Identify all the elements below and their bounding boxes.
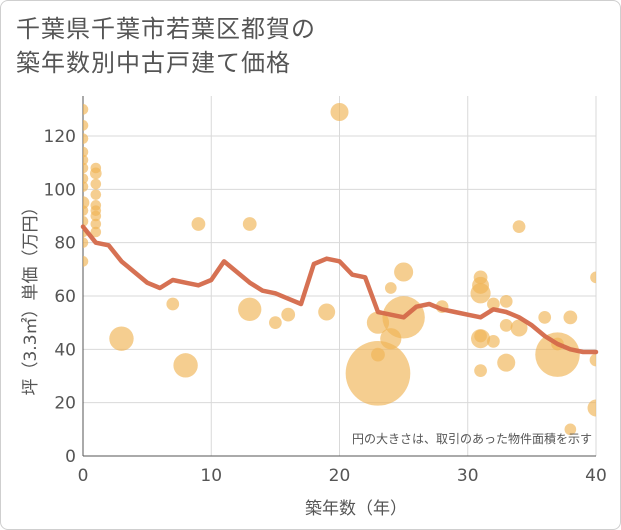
data-point bbox=[90, 178, 102, 190]
trend-line-group bbox=[80, 224, 599, 355]
data-point bbox=[371, 347, 385, 362]
data-point bbox=[90, 210, 102, 222]
data-point bbox=[487, 297, 500, 311]
data-point bbox=[384, 282, 397, 294]
y-axis-label: 坪（3.3㎡）単価（万円） bbox=[21, 198, 41, 395]
data-point bbox=[470, 283, 491, 304]
data-point bbox=[83, 256, 89, 267]
data-point bbox=[564, 423, 577, 436]
x-tick-label: 0 bbox=[78, 466, 89, 486]
data-point bbox=[474, 364, 487, 378]
x-tick-label: 30 bbox=[457, 466, 479, 486]
data-point bbox=[83, 181, 89, 192]
data-point bbox=[394, 262, 414, 282]
y-tick-label: 120 bbox=[44, 127, 76, 147]
data-point bbox=[83, 162, 89, 174]
data-point bbox=[590, 271, 596, 284]
x-tick-label: 10 bbox=[200, 466, 222, 486]
x-tick-label: 20 bbox=[329, 466, 351, 486]
data-point bbox=[587, 399, 596, 417]
data-point bbox=[535, 332, 580, 377]
chart-title: 千葉県千葉市若葉区都賀の 築年数別中古戸建て価格 bbox=[16, 12, 316, 80]
data-point bbox=[538, 310, 552, 324]
data-point bbox=[589, 353, 596, 367]
data-point bbox=[242, 217, 257, 231]
data-point bbox=[89, 167, 102, 180]
trend-line bbox=[80, 224, 599, 355]
data-point bbox=[330, 102, 349, 122]
data-point bbox=[109, 326, 134, 351]
data-point bbox=[510, 319, 528, 337]
data-point bbox=[497, 353, 516, 372]
bubbles bbox=[83, 102, 596, 436]
y-tick-label: 60 bbox=[54, 287, 76, 307]
grid bbox=[82, 96, 597, 457]
data-point bbox=[166, 297, 180, 311]
data-point bbox=[90, 226, 102, 238]
data-point bbox=[471, 329, 491, 349]
data-point bbox=[499, 294, 513, 308]
data-point bbox=[563, 310, 578, 325]
data-point bbox=[191, 217, 206, 231]
y-tick-label: 80 bbox=[54, 234, 76, 254]
chart-title-line-1: 千葉県千葉市若葉区都賀の bbox=[16, 15, 316, 43]
data-point bbox=[83, 104, 89, 115]
x-axis-label: 築年数（年） bbox=[305, 499, 407, 519]
data-point bbox=[269, 316, 282, 330]
data-point bbox=[281, 307, 296, 322]
data-point bbox=[512, 220, 526, 234]
chart-title-line-2: 築年数別中古戸建て価格 bbox=[16, 49, 291, 77]
data-point bbox=[238, 297, 262, 321]
data-point bbox=[83, 120, 89, 131]
y-tick-label: 0 bbox=[65, 447, 76, 467]
data-point bbox=[90, 189, 102, 200]
size-annotation: 円の大きさは、取引のあった物件面積を示す bbox=[352, 431, 592, 446]
data-point bbox=[83, 173, 89, 184]
y-tick-label: 20 bbox=[54, 394, 76, 414]
tick-labels: 0 10 20 30 40 0 20 40 60 80 100 120 bbox=[44, 127, 607, 486]
data-point bbox=[318, 303, 336, 321]
x-tick-label: 40 bbox=[585, 466, 607, 486]
data-point bbox=[83, 205, 89, 216]
data-point bbox=[83, 146, 89, 158]
data-point bbox=[487, 334, 500, 348]
y-tick-label: 100 bbox=[44, 180, 76, 200]
data-point bbox=[83, 133, 89, 144]
y-tick-label: 40 bbox=[54, 340, 76, 360]
data-point bbox=[83, 237, 89, 248]
data-point bbox=[90, 218, 102, 230]
data-point bbox=[173, 353, 198, 378]
data-point bbox=[83, 154, 89, 166]
data-point bbox=[499, 318, 513, 332]
data-point bbox=[345, 341, 411, 406]
data-point bbox=[83, 216, 89, 227]
